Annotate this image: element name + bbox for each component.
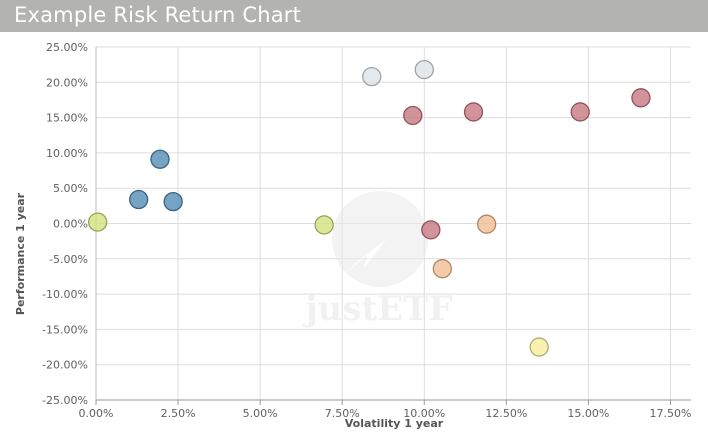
y-tick-label: -10.00% bbox=[42, 288, 88, 301]
data-points bbox=[87, 59, 651, 357]
y-tick-label: -15.00% bbox=[42, 323, 88, 336]
y-tick-label: 5.00% bbox=[53, 182, 88, 195]
x-tick-label: 0.00% bbox=[79, 407, 114, 420]
y-tick-label: -25.00% bbox=[42, 394, 88, 407]
data-point[interactable] bbox=[432, 259, 452, 279]
title-bar: Example Risk Return Chart bbox=[0, 0, 708, 32]
axes: 25.00% 20.00% 15.00% 10.00% 5.00% 0.00% -5.00%… bbox=[42, 41, 691, 420]
risk-return-chart: justETF 25.00% 20.00% 15.00% 10.00% 5.00% 0.0… bbox=[14, 41, 691, 430]
data-point[interactable] bbox=[476, 214, 497, 234]
data-point[interactable] bbox=[150, 149, 170, 169]
data-point[interactable] bbox=[421, 220, 441, 240]
x-axis-title: Volatility 1 year bbox=[345, 417, 444, 430]
x-tick-label: 2.50% bbox=[161, 407, 196, 420]
data-point[interactable] bbox=[529, 337, 549, 357]
y-tick-label: 25.00% bbox=[46, 41, 88, 54]
x-tick-label: 15.00% bbox=[567, 407, 609, 420]
x-tick-label: 17.50% bbox=[650, 407, 692, 420]
data-point[interactable] bbox=[403, 105, 423, 126]
y-tick-label: -20.00% bbox=[42, 359, 88, 372]
y-tick-label: -5.00% bbox=[49, 253, 88, 266]
data-point[interactable] bbox=[87, 212, 108, 232]
y-tick-label: 20.00% bbox=[46, 76, 88, 89]
watermark-logo-icon bbox=[332, 191, 428, 287]
watermark: justETF bbox=[302, 191, 453, 329]
data-point[interactable] bbox=[129, 189, 149, 210]
data-point[interactable] bbox=[414, 59, 434, 80]
data-point[interactable] bbox=[314, 215, 334, 235]
chart-title: Example Risk Return Chart bbox=[14, 3, 302, 27]
x-tick-label: 7.50% bbox=[325, 407, 360, 420]
x-tick-label: 5.00% bbox=[243, 407, 278, 420]
y-tick-label: 15.00% bbox=[46, 112, 88, 125]
y-tick-label: 10.00% bbox=[46, 147, 88, 160]
data-point[interactable] bbox=[631, 88, 651, 108]
data-point[interactable] bbox=[362, 67, 382, 87]
data-point[interactable] bbox=[463, 102, 484, 122]
data-point[interactable] bbox=[570, 102, 590, 122]
watermark-text: justETF bbox=[302, 289, 452, 329]
x-tick-label: 10.00% bbox=[403, 407, 445, 420]
data-point[interactable] bbox=[163, 191, 183, 212]
y-tick-label: 0.00% bbox=[53, 218, 88, 231]
x-tick-label: 12.50% bbox=[485, 407, 527, 420]
watermark-arrow-icon bbox=[338, 240, 386, 280]
y-axis-title: Performance 1 year bbox=[14, 192, 27, 315]
